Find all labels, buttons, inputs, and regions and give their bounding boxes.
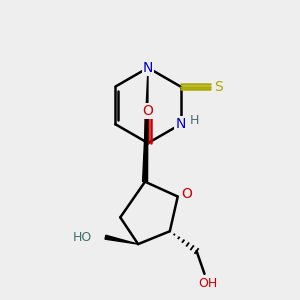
Polygon shape <box>105 235 138 244</box>
Text: HO: HO <box>72 231 92 244</box>
Text: H: H <box>190 114 199 127</box>
Text: O: O <box>142 104 154 118</box>
Text: N: N <box>143 61 153 75</box>
Text: OH: OH <box>198 277 217 290</box>
Text: O: O <box>181 187 192 201</box>
Text: S: S <box>214 80 223 94</box>
Text: N: N <box>176 117 186 131</box>
Polygon shape <box>142 68 148 182</box>
